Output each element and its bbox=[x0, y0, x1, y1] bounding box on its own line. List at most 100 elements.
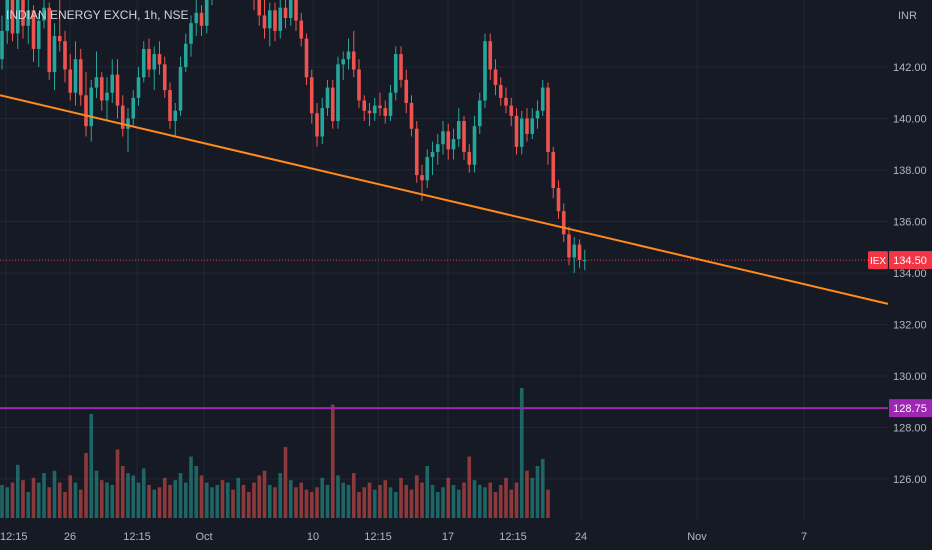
candle-body bbox=[262, 15, 267, 29]
last-price-value: 134.50 bbox=[893, 255, 927, 267]
volume-bar bbox=[26, 492, 31, 518]
candle-body bbox=[299, 20, 304, 39]
volume-bar bbox=[309, 492, 314, 518]
volume-bar bbox=[194, 466, 199, 518]
volume-bar bbox=[126, 473, 130, 518]
volume-bar bbox=[215, 484, 220, 518]
candle-body bbox=[525, 118, 529, 134]
y-tick-label: 132.00 bbox=[893, 319, 927, 331]
drawing-overlays[interactable] bbox=[0, 94, 889, 410]
candle-body bbox=[26, 10, 31, 26]
volume-bar bbox=[320, 477, 325, 518]
volume-bar bbox=[420, 482, 424, 518]
volume-bar bbox=[162, 477, 167, 518]
volume-bar bbox=[462, 482, 466, 518]
candle-body bbox=[294, 0, 298, 21]
y-tick-label: 142.00 bbox=[893, 62, 927, 74]
x-tick-label: 12:15 bbox=[499, 531, 527, 543]
volume-bar bbox=[94, 470, 99, 518]
volume-bar bbox=[530, 477, 535, 518]
candle-body bbox=[561, 211, 566, 235]
candle-body bbox=[409, 103, 414, 129]
candle-body bbox=[351, 51, 356, 70]
volume-bar bbox=[21, 480, 25, 518]
volume-bar bbox=[488, 482, 493, 518]
volume-bar bbox=[105, 482, 109, 518]
volume-bar bbox=[78, 489, 83, 518]
level-price-box bbox=[889, 399, 932, 418]
candle-body bbox=[483, 41, 487, 101]
candle-body bbox=[315, 113, 319, 137]
volume-bar bbox=[341, 482, 346, 518]
volume-bar bbox=[63, 492, 67, 518]
candle-body bbox=[509, 105, 514, 116]
symbol-title[interactable]: INDIAN ENERGY EXCH, 1h, NSE bbox=[6, 8, 189, 22]
candle-body bbox=[441, 131, 445, 145]
level-price-value: 128.75 bbox=[893, 403, 927, 415]
volume-bar bbox=[204, 482, 209, 518]
candle-body bbox=[47, 7, 52, 73]
candle-body bbox=[393, 54, 398, 93]
x-tick-label: 10 bbox=[307, 531, 319, 543]
candle-body bbox=[367, 110, 372, 114]
candle-body bbox=[498, 84, 503, 98]
volume-bar bbox=[252, 482, 256, 518]
volume-bar bbox=[357, 492, 361, 518]
volume-bar bbox=[136, 482, 141, 518]
candle-body bbox=[546, 87, 550, 152]
candle-body bbox=[136, 77, 141, 98]
candle-body bbox=[514, 115, 519, 147]
candle-body bbox=[89, 87, 94, 127]
volume-bar bbox=[441, 487, 445, 518]
volume-bar bbox=[115, 449, 120, 518]
y-tick-label: 140.00 bbox=[893, 113, 927, 125]
volume-bar bbox=[5, 487, 10, 518]
candle-body bbox=[78, 59, 83, 96]
volume-bar bbox=[278, 473, 283, 518]
x-tick-label: 12:15 bbox=[364, 531, 392, 543]
volume-bar bbox=[120, 466, 125, 518]
candle-body bbox=[435, 144, 440, 152]
candle-body bbox=[21, 0, 25, 26]
candle-body bbox=[152, 54, 157, 70]
candle-body bbox=[288, 0, 293, 19]
candle-body bbox=[378, 105, 382, 109]
candle-body bbox=[430, 151, 435, 158]
volume-bar bbox=[467, 456, 472, 518]
y-tick-label: 134.00 bbox=[893, 268, 927, 280]
volume-bar bbox=[173, 480, 178, 518]
x-tick-label: 12:15 bbox=[123, 531, 151, 543]
volume-bar bbox=[141, 468, 146, 518]
volume-bar bbox=[414, 475, 419, 518]
volume-bar bbox=[231, 489, 235, 518]
candle-body bbox=[336, 64, 340, 122]
y-tick-label: 138.00 bbox=[893, 165, 927, 177]
volume-bar bbox=[483, 487, 487, 518]
y-tick-label: 136.00 bbox=[893, 216, 927, 228]
candle-body bbox=[404, 79, 409, 103]
candle-body bbox=[357, 69, 361, 101]
candle-body bbox=[567, 234, 571, 258]
candle-body bbox=[504, 97, 508, 106]
candlestick-series bbox=[0, 0, 587, 273]
trendline bbox=[0, 94, 889, 305]
volume-bar bbox=[435, 492, 440, 518]
candle-body bbox=[556, 187, 561, 212]
candle-body bbox=[57, 36, 62, 42]
volume-bar bbox=[372, 489, 377, 518]
candle-body bbox=[519, 118, 524, 147]
candle-body bbox=[446, 131, 451, 150]
candle-body bbox=[304, 38, 309, 78]
volume-bar bbox=[57, 482, 62, 518]
volume-bar bbox=[31, 477, 36, 518]
volume-bar bbox=[225, 482, 230, 518]
candle-body bbox=[456, 121, 461, 140]
x-tick-label: 17 bbox=[442, 531, 454, 543]
volume-bar bbox=[330, 404, 335, 518]
candle-body bbox=[36, 20, 41, 49]
candle-body bbox=[346, 51, 351, 60]
volume-bar bbox=[267, 484, 272, 518]
candle-body bbox=[383, 108, 388, 116]
candle-body bbox=[94, 77, 99, 88]
